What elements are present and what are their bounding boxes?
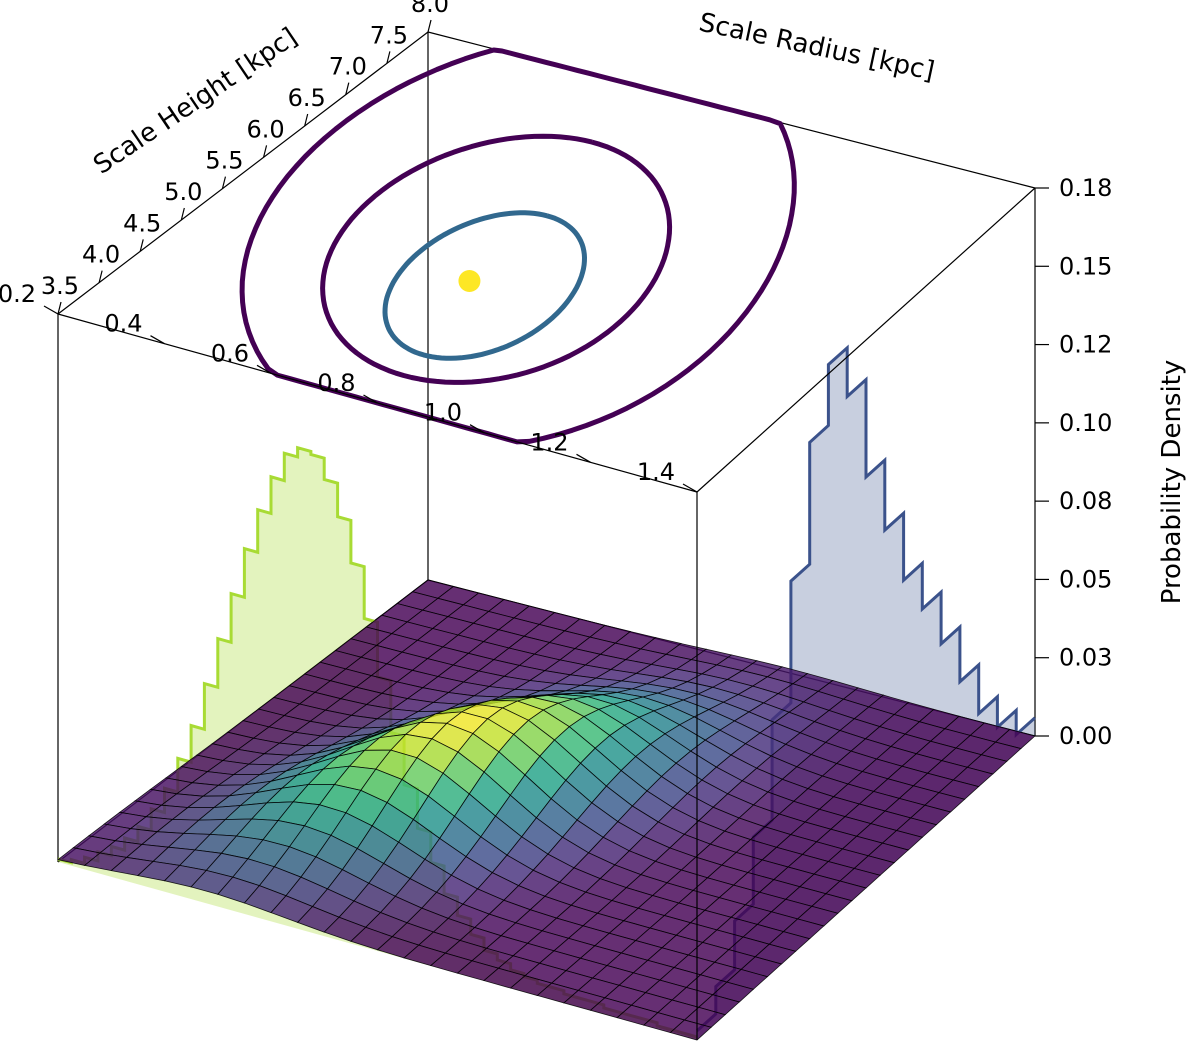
y-tick: [682, 483, 698, 493]
y-tick: [469, 424, 485, 434]
z-axis-title: Probability Density: [1157, 360, 1187, 605]
back-edge: [57, 31, 429, 315]
y-tick-label: 0.8: [317, 369, 355, 397]
z-tick-label: 0.05: [1059, 565, 1112, 593]
x-tick: [262, 145, 268, 158]
y-tick: [576, 453, 591, 463]
x-tick-label: 4.5: [123, 209, 161, 237]
x-tick: [180, 207, 185, 221]
x-tick: [345, 82, 350, 95]
x-tick: [139, 239, 144, 252]
x-tick-label: 3.5: [41, 272, 79, 300]
y-tick: [256, 364, 272, 374]
x-tick-label: 5.5: [205, 147, 243, 175]
z-tick-label: 0.00: [1059, 722, 1112, 750]
y-tick-label: 0.6: [211, 339, 249, 367]
y-tick: [43, 305, 59, 315]
surface-cell: [669, 1019, 712, 1041]
y-tick-label: 0.4: [104, 310, 142, 338]
y-tick-label: 1.0: [424, 399, 462, 427]
x-tick-label: 5.0: [164, 178, 202, 206]
x-tick: [427, 19, 432, 33]
best-fit-point: [458, 269, 481, 292]
y-axis-title: Scale Height [kpc]: [88, 22, 303, 180]
x-tick: [304, 113, 309, 127]
y-tick: [363, 394, 378, 404]
z-tick-label: 0.03: [1059, 644, 1112, 672]
x-tick-label: 8.0: [411, 0, 449, 18]
y-tick-label: 0.2: [0, 280, 36, 308]
x-tick-label: 6.0: [246, 115, 284, 143]
x-tick-label: 7.0: [329, 53, 367, 81]
z-tick-label: 0.18: [1059, 174, 1112, 202]
x-tick: [57, 301, 62, 315]
x-tick: [221, 176, 227, 189]
z-tick-label: 0.10: [1059, 409, 1112, 437]
contour-middle: [320, 133, 673, 385]
contour-inner: [382, 210, 587, 361]
axis-ticks: [43, 19, 1049, 737]
z-tick-label: 0.12: [1059, 331, 1112, 359]
z-tick-label: 0.08: [1059, 487, 1112, 515]
x-tick: [386, 51, 391, 64]
x-tick-label: 7.5: [370, 21, 408, 49]
x-tick: [98, 270, 103, 283]
x-tick-label: 4.0: [82, 241, 120, 269]
x-tick-label: 6.5: [288, 84, 326, 112]
y-tick: [150, 335, 165, 345]
y-tick-label: 1.4: [637, 458, 675, 486]
front-edge: [696, 187, 1036, 493]
x-axis-title: Scale Radius [kpc]: [696, 8, 937, 87]
z-tick-label: 0.15: [1059, 252, 1112, 280]
axis-tick-labels: 3.54.04.55.05.56.06.57.07.58.0 0.2 0.4 0.6 0…: [0, 0, 1112, 750]
probability-surface: [57, 579, 1036, 1041]
y-tick-label: 1.2: [530, 428, 568, 456]
